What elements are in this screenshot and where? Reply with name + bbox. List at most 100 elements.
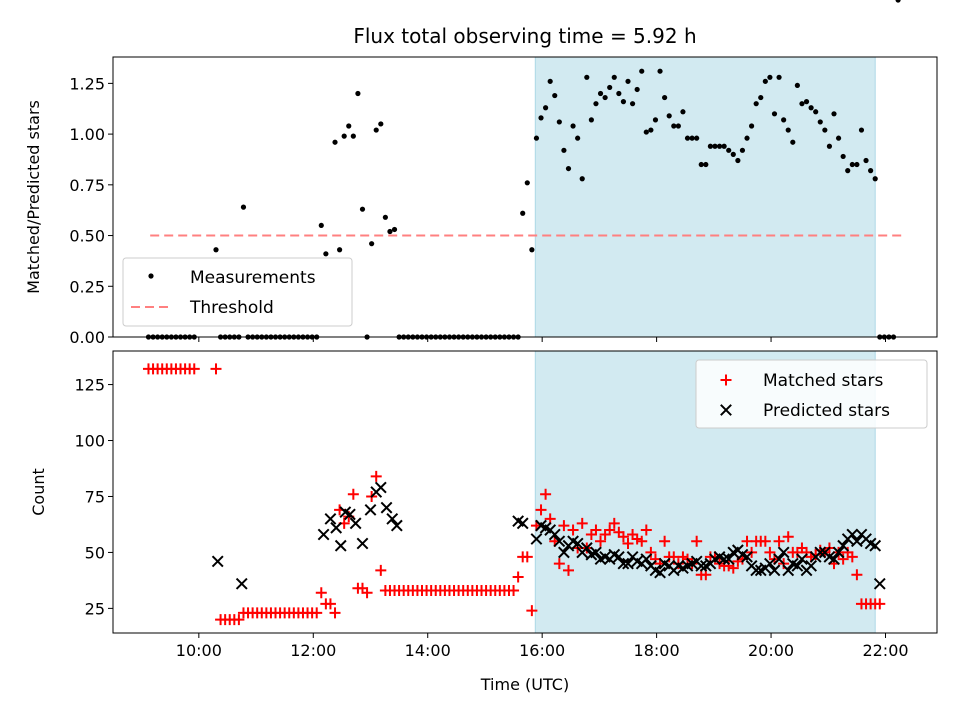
measurement-point bbox=[767, 74, 773, 80]
legend-marker-measurements bbox=[148, 273, 154, 279]
measurement-point bbox=[378, 121, 384, 127]
matched-star-point bbox=[188, 363, 200, 375]
predicted-star-point bbox=[364, 503, 377, 516]
matched-star-point bbox=[347, 488, 359, 500]
x-tick-label: 22:00 bbox=[862, 641, 908, 660]
predicted-star-point bbox=[516, 517, 529, 530]
matched-star-point bbox=[540, 488, 552, 500]
matched-star-point bbox=[508, 584, 520, 596]
measurement-point bbox=[707, 143, 714, 149]
predicted-star-point bbox=[828, 553, 840, 566]
measurement-point bbox=[547, 78, 553, 84]
x-tick-label: 16:00 bbox=[519, 641, 565, 660]
matched-star-point bbox=[640, 524, 652, 536]
predicted-star-point bbox=[590, 546, 602, 559]
measurement-point bbox=[735, 157, 741, 164]
measurement-point bbox=[721, 143, 727, 149]
matched-star-point bbox=[210, 363, 222, 375]
top-legend: Measurements Threshold bbox=[122, 257, 353, 327]
panel-ratio: 0.00 0.25 0.50 0.75 1.00 1.25 Matched/Predicte… bbox=[24, 0, 938, 347]
measurement-point bbox=[625, 78, 631, 84]
measurement-point bbox=[749, 123, 755, 129]
bottom-y-tick-label: 100 bbox=[74, 432, 105, 451]
measurement-point bbox=[629, 101, 636, 107]
measurement-point bbox=[382, 214, 388, 220]
measurement-point bbox=[868, 168, 874, 174]
predicted-star-point bbox=[750, 564, 763, 577]
measurement-point bbox=[524, 180, 530, 186]
matched-star-point bbox=[315, 587, 327, 599]
legend-frame bbox=[695, 359, 928, 429]
predicted-star-point bbox=[777, 546, 790, 559]
predicted-star-point bbox=[764, 557, 776, 570]
predicted-star-point bbox=[617, 557, 630, 570]
predicted-star-point bbox=[235, 577, 248, 590]
matched-star-point bbox=[375, 564, 387, 576]
top-y-tick-label: 0.75 bbox=[69, 176, 105, 195]
measurement-point bbox=[895, 0, 901, 3]
bottom-y-tick-label: 125 bbox=[74, 376, 105, 395]
panel-counts: 10:00 12:00 14:00 16:00 18:00 20:00 22:00 25 50 7… bbox=[29, 350, 938, 660]
chart-title: Flux total observing time = 5.92 h bbox=[353, 24, 696, 48]
measurement-point bbox=[849, 161, 855, 168]
measurement-point bbox=[652, 117, 659, 123]
measurement-point bbox=[776, 74, 782, 80]
bottom-axes-frame bbox=[112, 350, 938, 634]
predicted-star-point bbox=[640, 553, 653, 566]
measurement-point bbox=[533, 135, 540, 141]
measurement-point bbox=[726, 147, 732, 153]
x-tick-label: 12:00 bbox=[290, 641, 336, 660]
predicted-star-point bbox=[782, 564, 795, 577]
measurement-point bbox=[607, 84, 613, 91]
measurement-point bbox=[323, 251, 329, 257]
matched-star-point bbox=[233, 614, 245, 626]
measurement-point bbox=[337, 247, 343, 253]
matched-star-point bbox=[567, 524, 579, 536]
measurement-point bbox=[602, 94, 608, 101]
measurement-point bbox=[213, 247, 219, 253]
measurement-point bbox=[781, 117, 787, 123]
predicted-star-point bbox=[814, 546, 827, 559]
measurement-point bbox=[666, 113, 672, 119]
measurement-point bbox=[808, 105, 814, 111]
predicted-star-point bbox=[548, 528, 561, 541]
measurement-point bbox=[698, 161, 704, 168]
predicted-star-point bbox=[695, 559, 708, 572]
measurement-point bbox=[730, 151, 736, 157]
predicted-star-point bbox=[558, 546, 570, 559]
measurement-point bbox=[584, 74, 590, 80]
measurement-point bbox=[552, 92, 558, 99]
predicted-star-point bbox=[343, 508, 356, 521]
matched-star-point bbox=[558, 520, 570, 532]
predicted-star-point bbox=[612, 550, 625, 563]
measurement-point bbox=[840, 153, 846, 160]
predicted-star-point bbox=[850, 535, 863, 548]
predicted-star-point bbox=[530, 533, 543, 545]
measurement-point bbox=[593, 101, 599, 107]
legend-label-matched: Matched stars bbox=[763, 371, 883, 391]
measurement-point bbox=[575, 135, 581, 141]
predicted-star-point bbox=[571, 537, 584, 550]
measurement-point bbox=[634, 86, 640, 93]
predicted-star-point bbox=[580, 542, 593, 554]
matched-star-point bbox=[370, 470, 382, 482]
predicted-star-point bbox=[869, 539, 882, 552]
legend-frame bbox=[122, 257, 353, 327]
matched-star-point bbox=[764, 546, 776, 558]
measurement-point bbox=[588, 117, 594, 123]
matched-star-point bbox=[617, 531, 629, 543]
bottom-y-tick-label: 50 bbox=[85, 543, 105, 562]
matched-star-point bbox=[361, 587, 373, 599]
predicted-star-point bbox=[873, 577, 886, 590]
measurement-point bbox=[758, 94, 764, 101]
matched-star-point bbox=[659, 535, 671, 547]
measurement-point bbox=[826, 143, 833, 149]
matched-star-point bbox=[837, 553, 849, 565]
predicted-star-point bbox=[349, 517, 362, 530]
top-y-tick-label: 0.00 bbox=[69, 328, 105, 347]
bottom-y-tick-label: 25 bbox=[85, 599, 105, 618]
top-axes-frame bbox=[112, 56, 938, 338]
measurement-point bbox=[570, 123, 576, 129]
matched-star-point bbox=[521, 551, 533, 563]
